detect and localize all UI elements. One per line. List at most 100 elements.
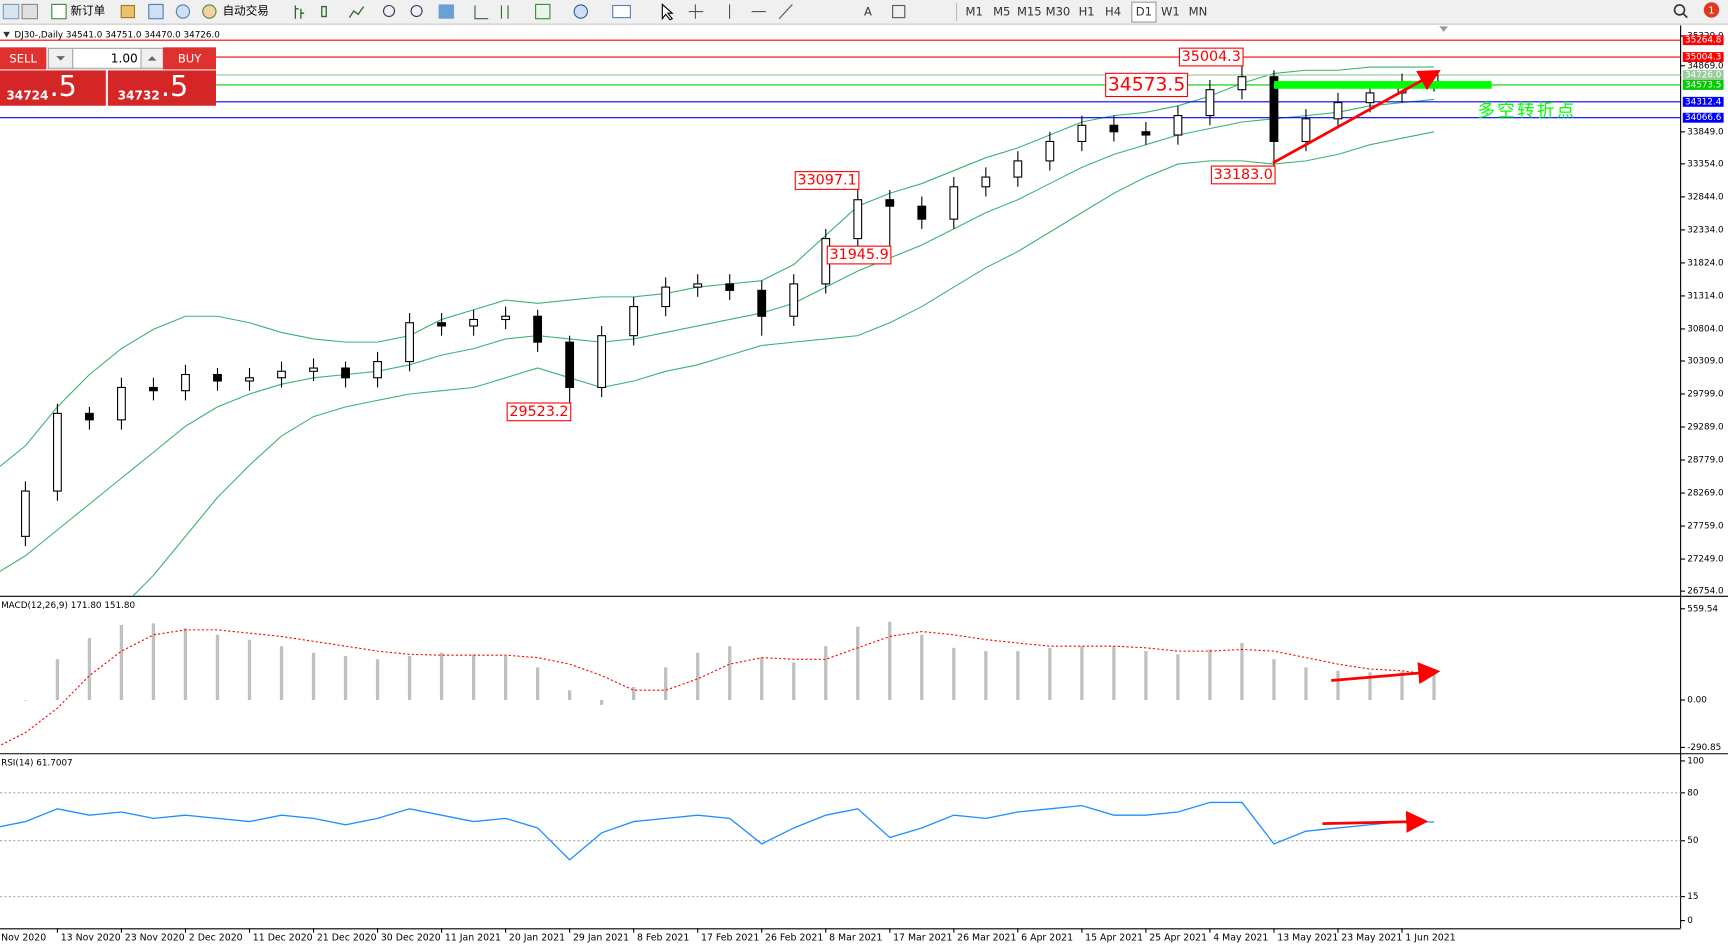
- rsi-line: [0, 801, 1435, 861]
- macd-bar: [1336, 670, 1340, 701]
- macd-bar: [503, 655, 508, 701]
- price-level-label: 34726.0: [1685, 71, 1722, 81]
- ask-fraction[interactable]: .5: [161, 69, 188, 103]
- macd-bar: [856, 626, 860, 701]
- icon-zoom-in[interactable]: [382, 4, 396, 18]
- icon-crosshair[interactable]: [688, 4, 704, 19]
- macd-bar: [23, 700, 28, 701]
- macd-bar: [279, 646, 284, 701]
- timeframe-button[interactable]: MN: [1189, 5, 1208, 19]
- x-tick-label: 17 Mar 2021: [893, 933, 952, 944]
- x-tick-label: Nov 2020: [1, 933, 46, 944]
- timeframe-button[interactable]: W1: [1161, 5, 1180, 19]
- icon-bar-chart[interactable]: [294, 5, 305, 19]
- x-tick-label: 26 Mar 2021: [957, 933, 1016, 944]
- candle-body: [373, 361, 382, 379]
- price-level-label: 34312.4: [1685, 97, 1722, 107]
- candle-body: [757, 289, 767, 317]
- price-level-tag: [1682, 70, 1724, 81]
- candle-body: [341, 367, 350, 379]
- candle-body: [1365, 92, 1375, 104]
- icon-scroll[interactable]: [474, 5, 509, 20]
- lots-value[interactable]: 1.00: [111, 51, 138, 65]
- icon-zoom-out[interactable]: [410, 4, 423, 18]
- icon[interactable]: [148, 3, 164, 20]
- auto-trading-icon[interactable]: [202, 4, 217, 19]
- auto-trading[interactable]: 自动交易: [223, 4, 269, 18]
- bid-fraction[interactable]: .5: [50, 69, 77, 103]
- icon-text[interactable]: A: [864, 5, 872, 19]
- macd-bar: [1400, 671, 1404, 701]
- y-tick-label: 29289.0: [1687, 423, 1724, 433]
- x-tick-label: 4 May 2021: [1213, 933, 1268, 944]
- icon-lines[interactable]: [728, 4, 793, 20]
- new-order[interactable]: 新订单: [71, 4, 106, 18]
- bollinger-upper: [0, 66, 1435, 468]
- buy-label[interactable]: BUY: [178, 51, 202, 65]
- price-level-label: 35264.8: [1685, 36, 1721, 46]
- bid-price[interactable]: 34724: [6, 88, 48, 102]
- new-order-icon[interactable]: [51, 3, 67, 20]
- timeframe-button[interactable]: H4: [1105, 5, 1121, 19]
- x-tick-label: 21 Dec 2020: [317, 933, 377, 944]
- macd-bar: [1112, 646, 1116, 701]
- y-tick-label: 31824.0: [1687, 258, 1724, 268]
- price-level-tag: [1682, 52, 1724, 62]
- search-icon[interactable]: [1673, 4, 1686, 16]
- y-tick-label: 30309.0: [1687, 356, 1724, 366]
- macd-bar: [664, 667, 668, 701]
- bid-box[interactable]: [0, 70, 106, 106]
- icon[interactable]: [21, 3, 39, 20]
- icon-periods[interactable]: [573, 4, 588, 19]
- ask-box[interactable]: [108, 70, 216, 106]
- y-tick-label: 559.54: [1687, 604, 1718, 614]
- toolbar: 新订单 自动交易 A M1 M5 M15 M30 H1 H4 D1 W1 MN 1: [0, 0, 1728, 25]
- price-level-label: 34573.5: [1685, 80, 1721, 90]
- icon-label[interactable]: [892, 4, 906, 19]
- icon-templates[interactable]: [612, 4, 631, 19]
- toolbar-bg: [0, 0, 1728, 25]
- notification-badge[interactable]: [1703, 2, 1720, 18]
- x-tick-label: 17 Feb 2021: [701, 933, 759, 944]
- bollinger-lower: [132, 131, 1435, 596]
- timeframe-button[interactable]: H1: [1079, 5, 1095, 19]
- macd-bar: [888, 621, 892, 701]
- price-annotation-box: [506, 402, 572, 422]
- icon[interactable]: [175, 4, 191, 19]
- candle-body: [53, 412, 62, 492]
- icon-line[interactable]: [348, 6, 365, 18]
- sell-label[interactable]: SELL: [9, 51, 37, 65]
- candle-body: [1333, 102, 1343, 120]
- icon-tile[interactable]: [438, 4, 455, 19]
- sell-button[interactable]: [0, 47, 47, 70]
- timeframe-button[interactable]: M1: [966, 5, 983, 19]
- candle-body: [661, 286, 671, 308]
- icon-cursor[interactable]: [661, 3, 674, 21]
- timeframe-button[interactable]: M30: [1046, 5, 1071, 19]
- price-level-label: 34066.6: [1685, 113, 1722, 123]
- trend-arrow: [1272, 70, 1441, 165]
- candle-body: [20, 490, 30, 537]
- icon-candles[interactable]: [321, 5, 327, 18]
- candle-body: [149, 386, 158, 392]
- icon[interactable]: [2, 3, 20, 20]
- candle-body: [1141, 131, 1151, 136]
- y-tick-label: 80: [1687, 788, 1699, 798]
- timeframe-button[interactable]: D1: [1136, 5, 1152, 19]
- macd-bar: [55, 659, 60, 701]
- buy-button[interactable]: [163, 47, 216, 70]
- price-level-tag: [1682, 79, 1724, 90]
- y-tick-label: -290.85: [1687, 743, 1721, 753]
- x-tick-label: 23 May 2021: [1341, 933, 1402, 944]
- y-tick-label: 0.00: [1687, 696, 1707, 706]
- candle-body: [1077, 124, 1087, 143]
- timeframe-button[interactable]: M5: [993, 5, 1010, 19]
- ask-price[interactable]: 34732: [118, 88, 160, 102]
- icon[interactable]: [120, 4, 135, 19]
- icon-indicators[interactable]: [535, 3, 551, 20]
- timeframe-button[interactable]: M15: [1017, 5, 1042, 19]
- candle-body: [501, 315, 511, 321]
- price-level-tag: [1682, 35, 1724, 46]
- macd-bar: [87, 638, 92, 701]
- candle-body: [981, 176, 991, 188]
